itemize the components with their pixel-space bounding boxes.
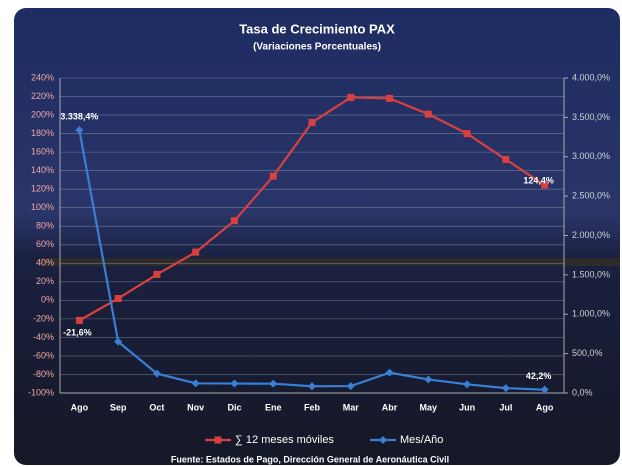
y-tick-label: 0% — [41, 295, 54, 305]
x-tick-label: Feb — [304, 402, 321, 412]
data-label: -21,6% — [63, 328, 92, 338]
x-tick-label: Nov — [187, 402, 204, 412]
point-marker — [114, 337, 123, 346]
point-marker — [114, 295, 122, 302]
y-tick-label: 240% — [31, 72, 54, 82]
x-tick-label: Jul — [499, 402, 512, 412]
point-marker — [230, 217, 238, 225]
data-label: 3.338,4% — [60, 111, 98, 121]
y2-tick-label: 2.500,0% — [572, 191, 610, 201]
y-tick-label: -20% — [33, 313, 54, 323]
point-marker — [308, 118, 316, 126]
y-tick-label: 140% — [31, 165, 54, 175]
point-marker — [75, 316, 83, 324]
point-marker — [346, 382, 355, 391]
y-tick-label: 200% — [31, 109, 54, 119]
y-tick-label: -40% — [33, 332, 54, 342]
y-tick-label: 20% — [36, 276, 54, 286]
y-tick-label: 160% — [31, 146, 54, 156]
y2-tick-label: 1.000,0% — [572, 309, 610, 319]
y2-tick-label: 500,0% — [572, 348, 603, 358]
point-marker — [153, 270, 161, 278]
horizon-lights — [40, 258, 620, 266]
legend-label: Mes/Año — [400, 434, 443, 446]
point-marker — [75, 126, 84, 135]
y-tick-label: -60% — [33, 350, 54, 360]
x-tick-label: Ago — [71, 402, 89, 412]
point-marker — [463, 380, 472, 389]
point-marker — [308, 382, 316, 391]
point-marker — [501, 384, 510, 393]
y2-tick-label: 3.000,0% — [572, 151, 610, 161]
source-note: Fuente: Estados de Pago, Dirección Gener… — [171, 454, 449, 464]
x-tick-label: Mar — [343, 402, 360, 412]
y2-tick-label: 2.000,0% — [572, 230, 610, 240]
x-tick-label: Abr — [382, 402, 398, 412]
point-marker — [269, 379, 278, 388]
point-marker — [230, 379, 239, 388]
legend-marker — [379, 436, 387, 444]
point-marker — [192, 248, 200, 256]
point-marker — [191, 379, 200, 388]
point-marker — [502, 156, 510, 164]
x-tick-label: May — [420, 402, 438, 412]
y-tick-label: -100% — [28, 387, 54, 397]
legend-label: ∑ 12 meses móviles — [235, 434, 334, 446]
y2-tick-label: 4.000,0% — [572, 72, 610, 82]
y2-tick-label: 0,0% — [572, 387, 593, 397]
y-tick-label: 220% — [31, 91, 54, 101]
point-marker — [386, 94, 394, 102]
panel-background — [14, 8, 620, 465]
x-tick-label: Jun — [459, 402, 475, 412]
y-tick-label: 60% — [36, 239, 54, 249]
point-marker — [424, 375, 433, 384]
x-tick-label: Ago — [536, 402, 554, 412]
chart-title: Tasa de Crecimiento PAX — [239, 21, 395, 36]
point-marker — [152, 369, 161, 378]
point-marker — [463, 130, 471, 138]
point-marker — [269, 172, 277, 180]
data-label: 124,4% — [523, 175, 554, 185]
y2-tick-label: 1.500,0% — [572, 269, 610, 279]
y-tick-label: 180% — [31, 128, 54, 138]
y-tick-label: 80% — [36, 221, 54, 231]
point-marker — [385, 368, 394, 377]
y-tick-label: 100% — [31, 202, 54, 212]
point-marker — [541, 181, 549, 189]
y-tick-label: 40% — [36, 258, 54, 268]
data-label: 42,2% — [526, 371, 552, 381]
chart-subtitle: (Variaciones Porcentuales) — [253, 42, 381, 53]
x-tick-label: Dic — [227, 402, 241, 412]
point-marker — [424, 110, 432, 118]
y-tick-label: -80% — [33, 369, 54, 379]
x-tick-label: Sep — [110, 402, 127, 412]
y-tick-label: 120% — [31, 184, 54, 194]
point-marker — [347, 93, 355, 101]
point-marker — [540, 385, 549, 394]
y2-tick-label: 3.500,0% — [572, 112, 610, 122]
x-tick-label: Ene — [265, 402, 282, 412]
x-tick-label: Oct — [149, 402, 164, 412]
legend-marker — [214, 436, 222, 444]
